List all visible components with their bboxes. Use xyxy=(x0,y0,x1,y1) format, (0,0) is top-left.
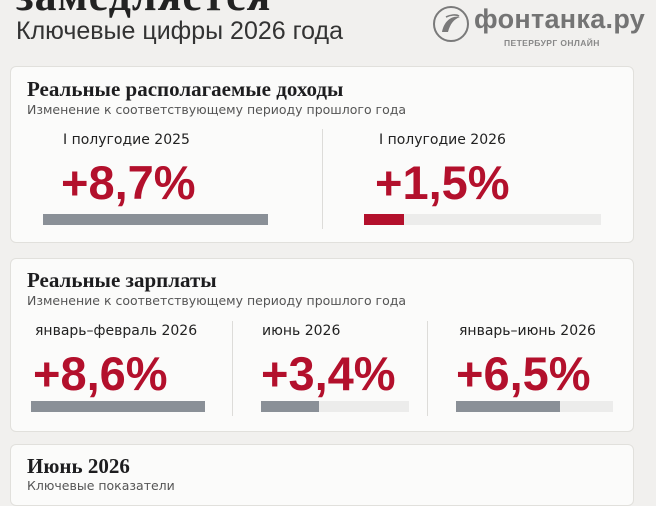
income-value-2: +1,5% xyxy=(375,156,510,209)
wages-bar-3 xyxy=(456,401,613,412)
income-title: Реальные располагаемые доходы xyxy=(27,77,344,101)
wages-value-1: +8,6% xyxy=(33,347,168,400)
income-bar-2-fill xyxy=(364,214,405,225)
june-card: Июнь 2026 Ключевые показатели xyxy=(10,444,634,506)
page-subtitle: Ключевые цифры 2026 года xyxy=(16,17,344,45)
wages-bar-2 xyxy=(261,401,409,412)
divider xyxy=(322,129,323,229)
logo-name: фонтанка.ру xyxy=(474,4,646,34)
income-bar-1 xyxy=(43,214,268,225)
income-bar-2 xyxy=(364,214,601,225)
wages-title: Реальные зарплаты xyxy=(27,268,217,292)
wages-period-1: январь–февраль 2026 xyxy=(35,323,198,339)
income-card: Реальные располагаемые доходы Изменение … xyxy=(10,66,634,243)
site-logo[interactable]: фонтанка.ру ПЕТЕРБУРГ ОНЛАЙН xyxy=(432,2,645,64)
logo-tagline: ПЕТЕРБУРГ ОНЛАЙН xyxy=(504,38,600,48)
wages-card: Реальные зарплаты Изменение к соответств… xyxy=(10,258,634,432)
wages-bar-3-fill xyxy=(456,401,560,412)
wages-bar-1 xyxy=(31,401,205,412)
income-value-1: +8,7% xyxy=(61,156,196,209)
wages-period-2: июнь 2026 xyxy=(262,323,341,339)
divider xyxy=(427,321,428,416)
wages-value-2: +3,4% xyxy=(261,347,396,400)
wages-period-3: январь–июнь 2026 xyxy=(459,323,596,339)
june-title: Июнь 2026 xyxy=(27,454,130,478)
wages-value-3: +6,5% xyxy=(456,347,591,400)
income-period-2: I полугодие 2026 xyxy=(379,132,506,148)
june-subtitle: Ключевые показатели xyxy=(27,478,175,493)
wages-bar-1-fill xyxy=(31,401,205,412)
divider xyxy=(232,321,233,416)
wages-subtitle: Изменение к соответствующему периоду про… xyxy=(27,293,407,308)
income-subtitle: Изменение к соответствующему периоду про… xyxy=(27,102,407,117)
income-period-1: I полугодие 2025 xyxy=(63,132,190,148)
income-bar-1-fill xyxy=(43,214,268,225)
wages-bar-2-fill xyxy=(261,401,319,412)
page-title-partial: замедляется xyxy=(16,0,271,21)
fontanka-logo-icon xyxy=(433,6,469,42)
